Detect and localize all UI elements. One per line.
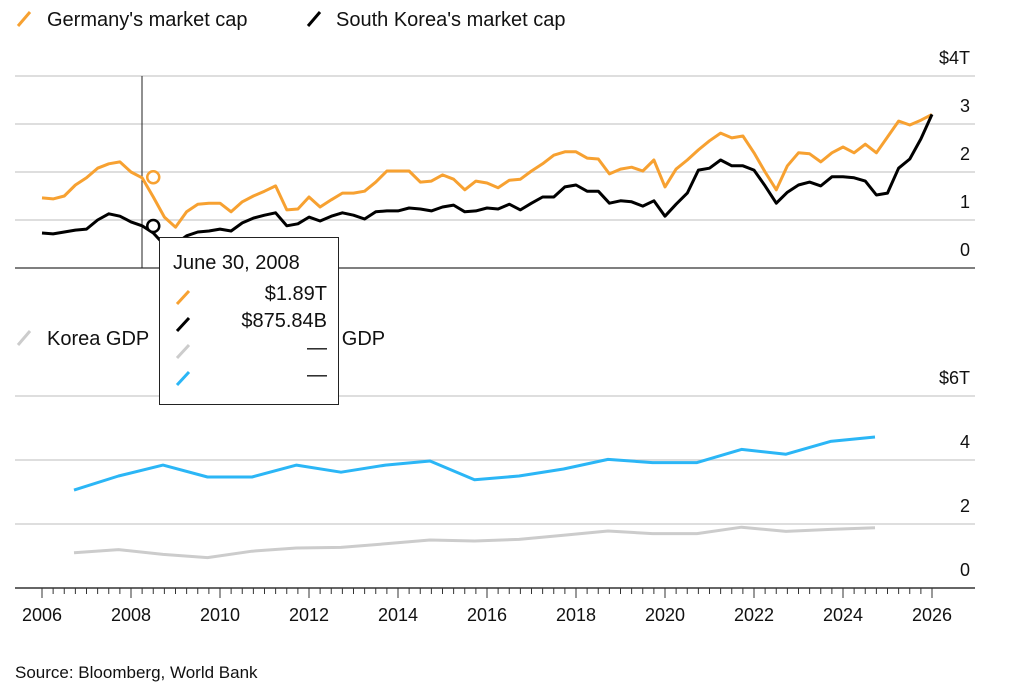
germany-market-cap-swatch-icon xyxy=(175,289,191,306)
x-tick-label: 2020 xyxy=(645,605,685,625)
crosshair-point xyxy=(146,218,161,234)
tooltip-row-germany-market-cap: $1.89T xyxy=(173,283,327,309)
legend-korea-market-cap: South Korea's market cap xyxy=(336,9,566,31)
x-tick-label: 2014 xyxy=(378,605,418,625)
legend-germany-market-cap: Germany's market cap xyxy=(47,9,248,31)
y-tick-label: 3 xyxy=(960,96,970,116)
top-legend: Germany's market cap South Korea's marke… xyxy=(16,9,566,31)
germany-market-cap-swatch-icon xyxy=(16,11,32,27)
tooltip-value: — xyxy=(307,337,327,359)
korea-gdp-swatch-icon xyxy=(16,330,32,346)
lower-gridlines xyxy=(15,395,975,525)
y-tick-label: 4 xyxy=(960,432,970,452)
x-tick-label: 2022 xyxy=(734,605,774,625)
tooltip-value: — xyxy=(307,364,327,386)
crosshair-markers xyxy=(146,170,161,234)
series-line-south-korea-s-market-cap xyxy=(41,113,934,247)
tooltip-value: $875.84B xyxy=(241,310,327,332)
x-tick-label: 2024 xyxy=(823,605,863,625)
y-tick-label: 1 xyxy=(960,192,970,212)
tooltip-value: $1.89T xyxy=(264,283,327,305)
y-tick-label: 0 xyxy=(960,240,970,260)
series-line-germany-s-market-cap xyxy=(41,113,933,229)
x-tick-label: 2008 xyxy=(111,605,151,625)
y-tick-label: 2 xyxy=(960,144,970,164)
y-tick-label: 2 xyxy=(960,496,970,516)
lower-series xyxy=(73,435,876,560)
tooltip-date: June 30, 2008 xyxy=(173,252,300,274)
y-tick-label: $6T xyxy=(939,368,970,388)
legend-korea-gdp: Korea GDP xyxy=(47,328,149,350)
crosshair-tooltip: June 30, 2008 $1.89T $875.84B — — xyxy=(159,237,339,405)
korea-market-cap-swatch-icon xyxy=(306,11,322,27)
tooltip-row-korea-gdp: — xyxy=(173,337,327,363)
x-tick-label: 2026 xyxy=(912,605,952,625)
upper-gridlines xyxy=(15,75,975,269)
series-line-korea-gdp xyxy=(73,525,876,560)
lower-y-ticks: 0 2 4 $6T xyxy=(939,368,970,580)
x-tick-label: 2018 xyxy=(556,605,596,625)
korea-market-cap-swatch-icon xyxy=(175,316,191,333)
tooltip-row-korea-market-cap: $875.84B xyxy=(173,310,327,336)
source-note: Source: Bloomberg, World Bank xyxy=(15,663,258,682)
series-line-germany-gdp xyxy=(73,435,876,492)
x-axis: 2006 2008 2010 2012 2014 2016 2018 2020 2022 2024… xyxy=(15,587,975,625)
crosshair-point xyxy=(146,170,161,185)
korea-gdp-swatch-icon xyxy=(175,343,191,360)
tooltip-row-germany-gdp: — xyxy=(173,364,327,390)
x-tick-label: 2016 xyxy=(467,605,507,625)
x-tick-label: 2012 xyxy=(289,605,329,625)
upper-y-ticks: 0 1 2 3 $4T xyxy=(939,48,970,260)
x-tick-label: 2006 xyxy=(22,605,62,625)
y-tick-label: 0 xyxy=(960,560,970,580)
upper-series xyxy=(41,113,934,247)
x-tick-label: 2010 xyxy=(200,605,240,625)
y-tick-label: $4T xyxy=(939,48,970,68)
germany-gdp-swatch-icon xyxy=(175,370,191,387)
